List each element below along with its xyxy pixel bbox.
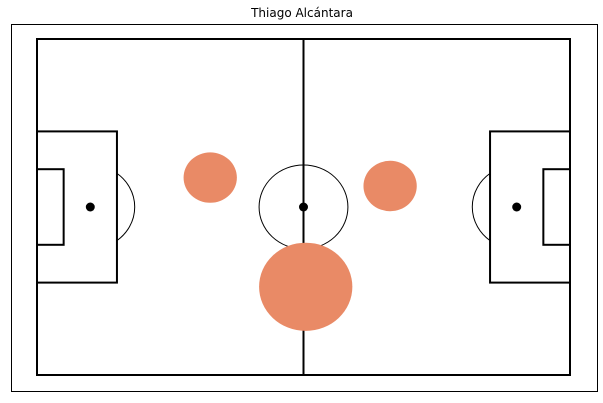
right-penalty-arc [471,172,491,242]
data-point-1 [183,152,237,203]
chart-title: Thiago Alcántara [250,6,353,20]
left-penalty-area [36,130,118,284]
axes-frame [11,24,598,392]
center-spot [299,202,308,212]
data-points [183,152,417,331]
data-point-2 [363,160,417,212]
left-goal-area [36,168,65,246]
right-penalty-spot [512,202,522,212]
right-penalty-area [489,130,571,284]
left-penalty-spot [85,202,95,212]
data-point-3 [259,242,353,331]
right-goal-area [542,168,571,246]
left-penalty-arc [116,172,136,242]
